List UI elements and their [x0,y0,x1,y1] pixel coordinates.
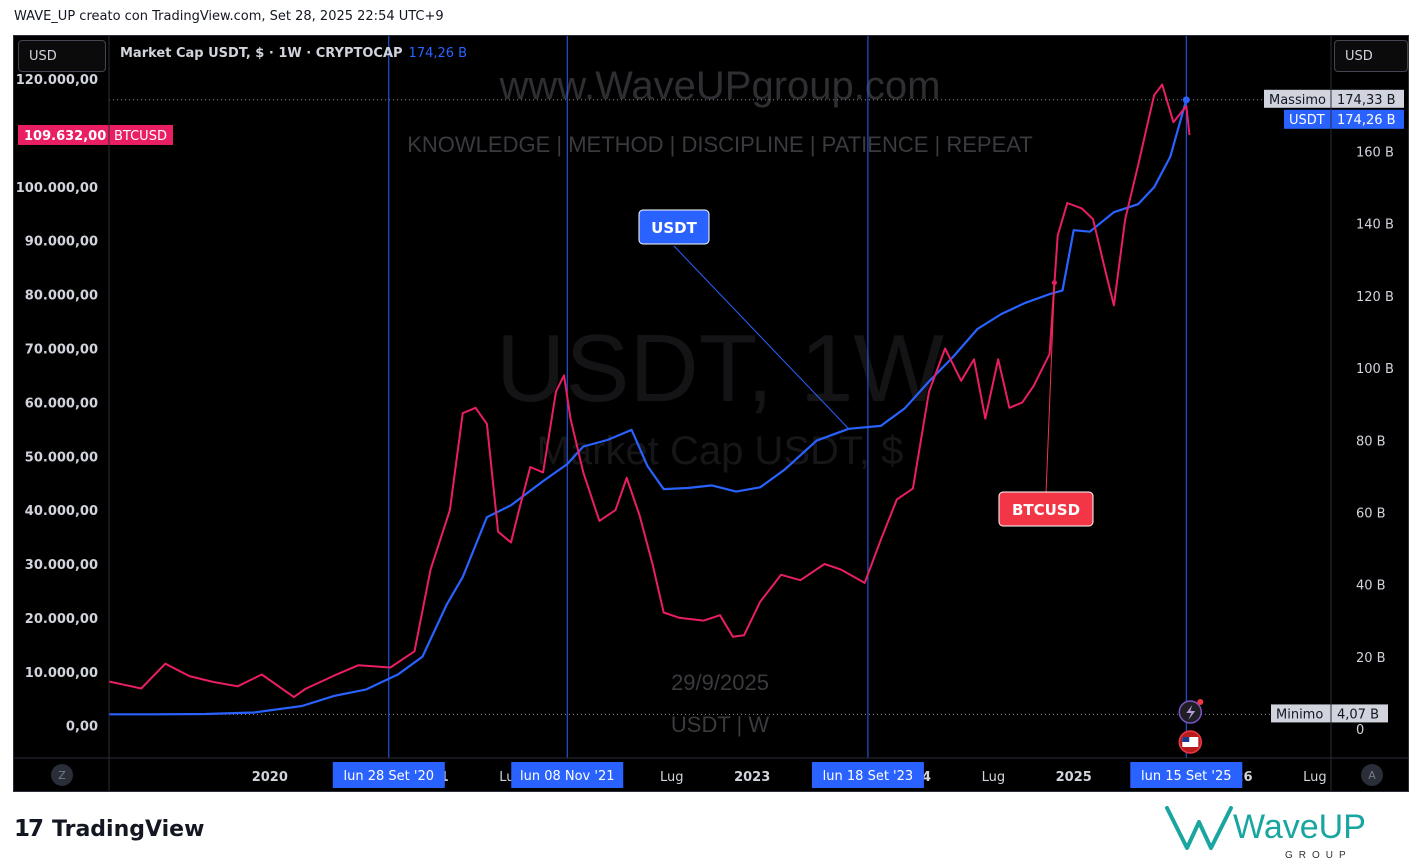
waveup-group-label: GROUP [1285,850,1352,860]
min-value: 4,07 B [1337,707,1379,722]
marker-date-label: lun 08 Nov '21 [520,769,615,784]
watermark-sub: Market Cap USDT, $ [537,429,904,473]
min-label-box [1271,704,1331,723]
right-tick-label: 100 B [1356,362,1394,377]
usdt-value: 174,26 B [1337,113,1396,128]
legend-symbol: Market Cap USDT, $ · 1W · CRYPTOCAP [120,46,403,61]
right-tick-label: 120 B [1356,290,1394,305]
right-tick-label: 160 B [1356,146,1394,161]
time-tick-label: Lug [982,770,1006,785]
max-value-box [1331,89,1404,108]
time-tick-label: 2023 [734,770,770,785]
min-label: Minimo [1276,707,1323,722]
max-label-box [1264,89,1331,108]
btc-left-tag-value: 109.632,00 [24,129,106,144]
marker-date-box [1130,762,1243,788]
btc-callout-anchor [1051,280,1057,286]
watermark-big: USDT, 1W [496,315,944,422]
usdt-callout-leader [673,245,849,430]
waveup-wordmark: WaveUP [1233,808,1366,846]
btc-left-tag-box [18,124,173,145]
zoom-left-button[interactable]: Z [51,764,73,786]
marker-date-label: lun 28 Set '20 [344,769,435,784]
left-tick-label: 80.000,00 [25,289,98,304]
zoom-left-label: Z [58,768,66,782]
min-value-box [1331,704,1388,723]
left-tick-label: 90.000,00 [25,235,98,250]
right-currency-label: USD [1345,48,1373,64]
left-tick-label: 50.000,00 [25,450,98,465]
marker-date-box [511,762,624,788]
left-tick-label: 10.000,00 [25,666,98,681]
waveup-logo: WaveUP GROUP [1165,806,1366,860]
watermark-tag: USDT | W [671,712,769,737]
left-tick-label: 40.000,00 [25,504,98,519]
watermark-date: 29/9/2025 [671,670,769,695]
chart-canvas[interactable]: www.WaveUPgroup.com KNOWLEDGE | METHOD | … [14,36,1408,791]
tradingview-logo[interactable]: 17 TradingView [14,816,204,842]
us-flag-canton-icon [1182,737,1190,742]
left-currency-label: USD [29,48,57,64]
watermark-site: www.WaveUPgroup.com [499,64,941,108]
right-tick-label: 140 B [1356,218,1394,233]
time-tick-label: 2020 [252,770,288,785]
usdt-callout-box [638,209,710,245]
right-tick-label: 0 [1356,723,1364,738]
left-tick-label: 100.000,00 [16,181,98,196]
right-tick-label: 60 B [1356,507,1386,522]
btc-callout-leader [1045,282,1055,495]
marker-date-box [811,762,924,788]
max-label: Massimo [1269,93,1326,108]
us-flag-glyph-icon [1182,737,1199,747]
marker-date-label: lun 15 Set '25 [1141,769,1232,784]
btc-left-tag-name: BTCUSD [114,129,167,144]
usdt-last-point [1182,96,1190,104]
lightning-glyph-icon [1186,705,1196,720]
left-scale-currency-button[interactable]: USD [18,40,106,72]
auto-scale-button[interactable]: A [1361,764,1383,786]
time-tick-label: Lug [1303,770,1327,785]
marker-date-box [332,762,445,788]
usdt-value-box [1331,109,1404,129]
watermark-motto: KNOWLEDGE | METHOD | DISCIPLINE | PATIEN… [407,132,1033,157]
time-tick-label: 2025 [1056,770,1092,785]
left-tick-label: 30.000,00 [25,558,98,573]
left-tick-label: 0,00 [66,720,98,735]
event-notification-dot [1197,699,1204,705]
export-caption: WAVE_UP creato con TradingView.com, Set … [14,9,444,24]
usdt-tag: USDT [1289,113,1325,128]
chart-frame[interactable]: www.WaveUPgroup.com KNOWLEDGE | METHOD | … [13,35,1409,792]
right-tick-label: 40 B [1356,579,1386,594]
max-value: 174,33 B [1337,93,1396,108]
right-scale-currency-button[interactable]: USD [1334,40,1408,72]
series-legend[interactable]: Market Cap USDT, $ · 1W · CRYPTOCAP 174,2… [120,46,467,61]
usdt-callout-label: USDT [651,219,697,237]
btcusd-series-line [108,83,1191,699]
btc-callout-label: BTCUSD [1012,501,1080,519]
left-tick-label: 120.000,00 [16,73,98,88]
legend-value: 174,26 B [408,46,468,61]
left-tick-label: 20.000,00 [25,612,98,627]
right-tick-label: 20 B [1356,651,1386,666]
usdt-tag-box [1284,109,1331,129]
left-tick-label: 70.000,00 [25,343,98,358]
tradingview-wordmark: TradingView [52,816,205,842]
usdt-series-line [109,99,1188,716]
right-tick-label: 80 B [1356,434,1386,449]
auto-scale-label: A [1368,768,1376,782]
marker-date-label: lun 18 Set '23 [823,769,914,784]
waveup-w-icon [1165,806,1233,850]
btc-callout-box [998,491,1094,527]
time-tick-label: Lug [660,770,684,785]
tradingview-mark-icon: 17 [14,816,44,842]
left-tick-label: 60.000,00 [25,396,98,411]
